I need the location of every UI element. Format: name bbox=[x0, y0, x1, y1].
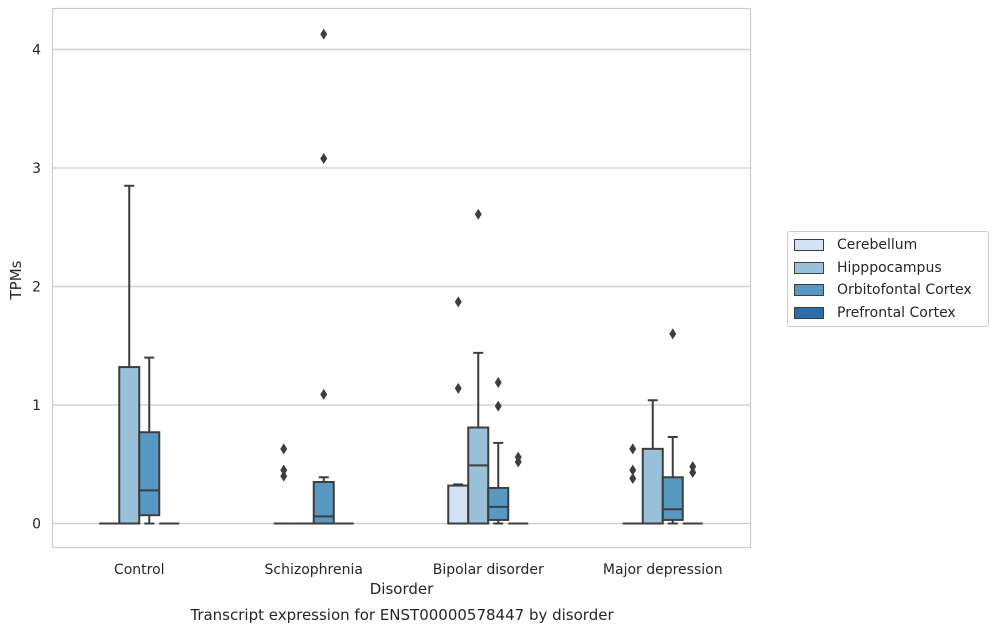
outlier-point bbox=[494, 376, 502, 388]
box-body bbox=[641, 447, 664, 525]
legend-label: Orbitofontal Cortex bbox=[837, 282, 972, 298]
legend-item-cerebellum: Cerebellum bbox=[794, 234, 917, 256]
chart-caption: Transcript expression for ENST0000057844… bbox=[190, 606, 614, 624]
box-2-1 bbox=[312, 28, 335, 525]
outlier-point bbox=[454, 382, 462, 394]
box-body bbox=[467, 426, 490, 525]
y-axis-label: TPMs bbox=[7, 260, 25, 300]
x-tick-label: Major depression bbox=[603, 562, 723, 578]
x-tick-label: Schizophrenia bbox=[265, 562, 363, 578]
box-2-3 bbox=[661, 328, 684, 525]
outlier-point bbox=[514, 451, 522, 463]
box-0-1 bbox=[273, 443, 294, 525]
legend-swatch bbox=[794, 307, 824, 319]
legend-swatch bbox=[794, 284, 824, 296]
box-body bbox=[447, 484, 470, 525]
box-1-2 bbox=[467, 208, 490, 525]
boxes bbox=[99, 28, 703, 525]
y-tick-label: 0 bbox=[32, 517, 41, 533]
box-1-3 bbox=[641, 399, 664, 525]
box-2-2 bbox=[487, 376, 510, 525]
outlier-point bbox=[280, 470, 288, 482]
y-tick-label: 4 bbox=[32, 43, 41, 59]
outlier-point bbox=[280, 464, 288, 476]
outlier-point bbox=[629, 464, 637, 476]
outlier-point bbox=[669, 328, 677, 340]
legend-item-hippocampus: Hipppocampus bbox=[794, 257, 942, 279]
outlier-point bbox=[494, 400, 502, 412]
legend-item-orbitofrontal-cortex: Orbitofontal Cortex bbox=[794, 279, 972, 301]
legend-swatch bbox=[794, 262, 824, 274]
outlier-point bbox=[689, 461, 697, 473]
legend-label: Hipppocampus bbox=[837, 260, 942, 276]
legend: Cerebellum Hipppocampus Orbitofontal Cor… bbox=[787, 231, 989, 327]
box-body bbox=[138, 431, 161, 517]
outlier-point bbox=[629, 443, 637, 455]
legend-label: Prefrontal Cortex bbox=[837, 305, 956, 321]
box-3-2 bbox=[508, 451, 529, 525]
box-0-3 bbox=[622, 443, 643, 525]
legend-item-prefrontal-cortex: Prefrontal Cortex bbox=[794, 302, 956, 324]
box-body bbox=[312, 481, 335, 525]
box-body bbox=[661, 476, 684, 521]
outlier-point bbox=[320, 388, 328, 400]
y-tick-label: 3 bbox=[32, 161, 41, 177]
outlier-point bbox=[689, 467, 697, 479]
box-0-2 bbox=[447, 296, 470, 525]
outlier-point bbox=[320, 28, 328, 40]
outlier-point bbox=[474, 208, 482, 220]
legend-swatch bbox=[794, 239, 824, 251]
legend-label: Cerebellum bbox=[837, 237, 918, 253]
box-body bbox=[118, 366, 141, 525]
x-tick-label: Control bbox=[114, 562, 165, 578]
outlier-point bbox=[280, 443, 288, 455]
box-body bbox=[487, 486, 510, 521]
y-tick-label: 1 bbox=[32, 398, 41, 414]
x-tick-labels: Control Schizophrenia Bipolar disorder Majo… bbox=[114, 562, 723, 578]
y-tick-label: 2 bbox=[32, 280, 41, 296]
box-1-0 bbox=[118, 184, 141, 525]
box-3-3 bbox=[682, 461, 703, 525]
outlier-point bbox=[320, 153, 328, 165]
box-2-0 bbox=[138, 356, 161, 525]
plot-frame bbox=[51, 7, 752, 549]
outlier-point bbox=[629, 472, 637, 484]
x-axis-label: Disorder bbox=[369, 580, 434, 598]
x-tick-label: Bipolar disorder bbox=[433, 562, 544, 578]
y-tick-labels: 0 1 2 3 4 bbox=[32, 43, 41, 533]
outlier-point bbox=[454, 296, 462, 308]
